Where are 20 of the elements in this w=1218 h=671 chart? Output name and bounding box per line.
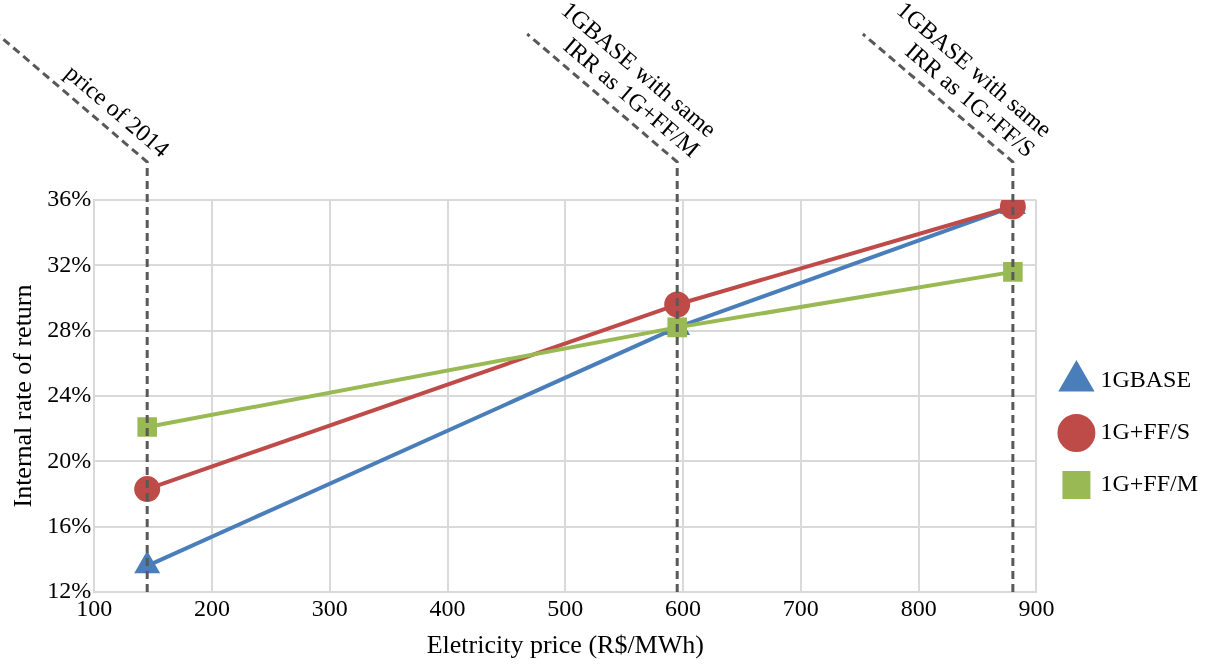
x-axis-title: Eletricity price (R$/MWh) <box>426 630 704 660</box>
y-axis-title: Internal rate of return <box>8 284 38 508</box>
x-tick-label: 900 <box>1018 594 1055 621</box>
y-tick-label: 32% <box>47 250 92 277</box>
y-tick-label: 28% <box>47 315 92 342</box>
y-tick-label: 20% <box>47 446 92 473</box>
x-tick-label: 400 <box>429 594 466 621</box>
x-tick-label: 700 <box>782 594 819 621</box>
legend-label: 1GBASE <box>1100 366 1192 393</box>
legend-label: 1G+FF/M <box>1100 470 1199 497</box>
y-tick-label: 24% <box>47 381 92 408</box>
y-tick-label: 16% <box>47 511 92 538</box>
x-tick-label: 600 <box>665 594 702 621</box>
y-tick-label: 36% <box>47 185 92 212</box>
x-tick-label: 800 <box>900 594 937 621</box>
x-tick-label: 200 <box>193 594 230 621</box>
x-tick-label: 300 <box>311 594 348 621</box>
legend-label: 1G+FF/S <box>1100 418 1191 445</box>
x-tick-label: 500 <box>547 594 584 621</box>
point <box>667 317 687 338</box>
